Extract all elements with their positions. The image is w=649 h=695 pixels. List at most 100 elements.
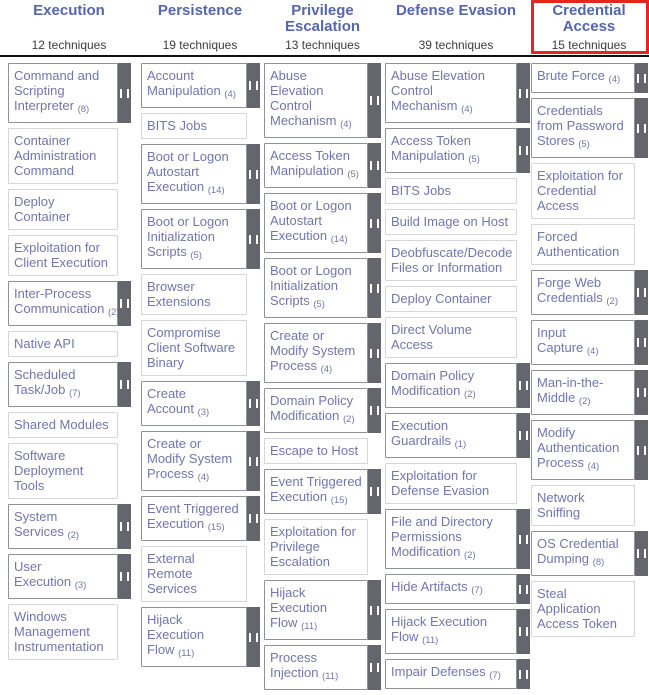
subtechniques-bar[interactable] xyxy=(118,281,131,326)
subtechniques-bar[interactable] xyxy=(368,469,381,514)
technique-cell-system-services[interactable]: System Services (2) xyxy=(8,504,131,549)
subtechniques-bar[interactable] xyxy=(635,320,648,365)
technique-cell-hijack-execution-flow[interactable]: Hijack Execution Flow (11) xyxy=(385,609,530,654)
technique-cell-file-and-directory-permissions-modification[interactable]: File and Directory Permissions Modificat… xyxy=(385,509,530,569)
technique-cell-event-triggered-execution[interactable]: Event Triggered Execution (15) xyxy=(141,496,260,541)
subtechniques-bar[interactable] xyxy=(635,63,648,93)
technique-cell-bits-jobs[interactable]: BITS Jobs xyxy=(141,113,247,139)
subtechniques-bar[interactable] xyxy=(368,323,381,383)
tactic-name[interactable]: Persistence xyxy=(157,2,243,19)
subtechniques-bar[interactable] xyxy=(635,370,648,415)
technique-cell-impair-defenses[interactable]: Impair Defenses (7) xyxy=(385,659,530,689)
subtechniques-bar[interactable] xyxy=(635,270,648,315)
subtechniques-bar[interactable] xyxy=(517,609,530,654)
technique-cell-compromise-client-software-binary[interactable]: Compromise Client Software Binary xyxy=(141,320,247,376)
technique-cell-hide-artifacts[interactable]: Hide Artifacts (7) xyxy=(385,574,530,604)
technique-cell-build-image-on-host[interactable]: Build Image on Host xyxy=(385,209,517,235)
technique-cell-abuse-elevation-control-mechanism[interactable]: Abuse Elevation Control Mechanism (4) xyxy=(385,63,530,123)
subtechniques-bar[interactable] xyxy=(517,63,530,123)
technique-cell-exploitation-for-credential-access[interactable]: Exploitation for Credential Access xyxy=(531,163,635,219)
subtechniques-bar[interactable] xyxy=(517,363,530,408)
technique-cell-hijack-execution-flow[interactable]: Hijack Execution Flow (11) xyxy=(264,580,381,640)
technique-cell-forge-web-credentials[interactable]: Forge Web Credentials (2) xyxy=(531,270,648,315)
subtechniques-bar[interactable] xyxy=(247,63,260,108)
technique-cell-create-or-modify-system-process[interactable]: Create or Modify System Process (4) xyxy=(264,323,381,383)
subtechniques-bar[interactable] xyxy=(368,388,381,433)
technique-cell-container-administration-command[interactable]: Container Administration Command xyxy=(8,128,118,184)
technique-cell-account-manipulation[interactable]: Account Manipulation (4) xyxy=(141,63,260,108)
subtechniques-bar[interactable] xyxy=(118,362,131,407)
technique-cell-deploy-container[interactable]: Deploy Container xyxy=(8,189,118,230)
technique-cell-inter-process-communication[interactable]: Inter-Process Communication (2) xyxy=(8,281,131,326)
technique-cell-event-triggered-execution[interactable]: Event Triggered Execution (15) xyxy=(264,469,381,514)
technique-cell-abuse-elevation-control-mechanism[interactable]: Abuse Elevation Control Mechanism (4) xyxy=(264,63,381,138)
subtechniques-bar[interactable] xyxy=(247,496,260,541)
technique-cell-access-token-manipulation[interactable]: Access Token Manipulation (5) xyxy=(264,143,381,188)
technique-cell-domain-policy-modification[interactable]: Domain Policy Modification (2) xyxy=(264,388,381,433)
technique-cell-network-sniffing[interactable]: Network Sniffing xyxy=(531,485,635,526)
subtechniques-bar[interactable] xyxy=(368,645,381,690)
technique-cell-command-and-scripting-interpreter[interactable]: Command and Scripting Interpreter (8) xyxy=(8,63,131,123)
technique-cell-boot-or-logon-initialization-scripts[interactable]: Boot or Logon Initialization Scripts (5) xyxy=(141,209,260,269)
subtechniques-bar[interactable] xyxy=(247,431,260,491)
subtechniques-bar[interactable] xyxy=(517,574,530,604)
subtechniques-bar[interactable] xyxy=(368,258,381,318)
technique-cell-steal-application-access-token[interactable]: Steal Application Access Token xyxy=(531,581,635,637)
technique-name: Man-in-the-Middle xyxy=(537,375,604,405)
subtechniques-bar[interactable] xyxy=(368,63,381,138)
technique-cell-boot-or-logon-autostart-execution[interactable]: Boot or Logon Autostart Execution (14) xyxy=(141,144,260,204)
technique-cell-deploy-container[interactable]: Deploy Container xyxy=(385,286,517,312)
subtechniques-bar[interactable] xyxy=(118,63,131,123)
technique-cell-external-remote-services[interactable]: External Remote Services xyxy=(141,546,247,602)
tactic-name[interactable]: Defense Evasion xyxy=(395,2,517,19)
subtechniques-bar[interactable] xyxy=(247,209,260,269)
technique-cell-hijack-execution-flow[interactable]: Hijack Execution Flow (11) xyxy=(141,607,260,667)
subtechniques-bar[interactable] xyxy=(635,420,648,480)
subtechniques-bar[interactable] xyxy=(517,659,530,689)
subtechniques-bar[interactable] xyxy=(247,381,260,426)
technique-cell-escape-to-host[interactable]: Escape to Host xyxy=(264,438,368,464)
technique-cell-man-in-the-middle[interactable]: Man-in-the-Middle (2) xyxy=(531,370,648,415)
technique-cell-bits-jobs[interactable]: BITS Jobs xyxy=(385,178,517,204)
technique-cell-shared-modules[interactable]: Shared Modules xyxy=(8,412,118,438)
subtechniques-bar[interactable] xyxy=(517,128,530,173)
technique-cell-native-api[interactable]: Native API xyxy=(8,331,118,357)
technique-cell-execution-guardrails[interactable]: Execution Guardrails (1) xyxy=(385,413,530,458)
subtechniques-bar[interactable] xyxy=(118,504,131,549)
technique-cell-exploitation-for-client-execution[interactable]: Exploitation for Client Execution xyxy=(8,235,118,276)
technique-cell-process-injection[interactable]: Process Injection (11) xyxy=(264,645,381,690)
subtechniques-bar[interactable] xyxy=(247,607,260,667)
technique-count: (11) xyxy=(322,671,339,682)
technique-cell-boot-or-logon-autostart-execution[interactable]: Boot or Logon Autostart Execution (14) xyxy=(264,193,381,253)
technique-cell-input-capture[interactable]: Input Capture (4) xyxy=(531,320,648,365)
technique-cell-credentials-from-password-stores[interactable]: Credentials from Password Stores (5) xyxy=(531,98,648,158)
subtechniques-bar[interactable] xyxy=(635,531,648,576)
technique-cell-modify-authentication-process[interactable]: Modify Authentication Process (4) xyxy=(531,420,648,480)
technique-cell-domain-policy-modification[interactable]: Domain Policy Modification (2) xyxy=(385,363,530,408)
tactic-name[interactable]: Privilege Escalation xyxy=(284,2,361,35)
subtechniques-bar[interactable] xyxy=(517,509,530,569)
technique-cell-access-token-manipulation[interactable]: Access Token Manipulation (5) xyxy=(385,128,530,173)
subtechniques-bar[interactable] xyxy=(368,580,381,640)
subtechniques-bar[interactable] xyxy=(247,144,260,204)
technique-cell-windows-management-instrumentation[interactable]: Windows Management Instrumentation xyxy=(8,604,118,660)
technique-cell-deobfuscate-decode-files-or-information[interactable]: Deobfuscate/Decode Files or Information xyxy=(385,240,517,281)
subtechniques-bar[interactable] xyxy=(635,98,648,158)
technique-cell-create-or-modify-system-process[interactable]: Create or Modify System Process (4) xyxy=(141,431,260,491)
technique-cell-boot-or-logon-initialization-scripts[interactable]: Boot or Logon Initialization Scripts (5) xyxy=(264,258,381,318)
technique-cell-software-deployment-tools[interactable]: Software Deployment Tools xyxy=(8,443,118,499)
technique-cell-browser-extensions[interactable]: Browser Extensions xyxy=(141,274,247,315)
subtechniques-bar[interactable] xyxy=(368,193,381,253)
subtechniques-bar[interactable] xyxy=(517,413,530,458)
technique-cell-create-account[interactable]: Create Account (3) xyxy=(141,381,260,426)
technique-cell-scheduled-task-job[interactable]: Scheduled Task/Job (7) xyxy=(8,362,131,407)
technique-cell-exploitation-for-defense-evasion[interactable]: Exploitation for Defense Evasion xyxy=(385,463,517,504)
technique-cell-exploitation-for-privilege-escalation[interactable]: Exploitation for Privilege Escalation xyxy=(264,519,368,575)
tactic-name[interactable]: Credential Access xyxy=(552,2,626,35)
technique-cell-forced-authentication[interactable]: Forced Authentication xyxy=(531,224,635,265)
technique-cell-direct-volume-access[interactable]: Direct Volume Access xyxy=(385,317,517,358)
subtechniques-bar[interactable] xyxy=(368,143,381,188)
technique-cell-brute-force[interactable]: Brute Force (4) xyxy=(531,63,648,93)
technique-cell-os-credential-dumping[interactable]: OS Credential Dumping (8) xyxy=(531,531,648,576)
tactic-name[interactable]: Execution xyxy=(33,2,105,19)
